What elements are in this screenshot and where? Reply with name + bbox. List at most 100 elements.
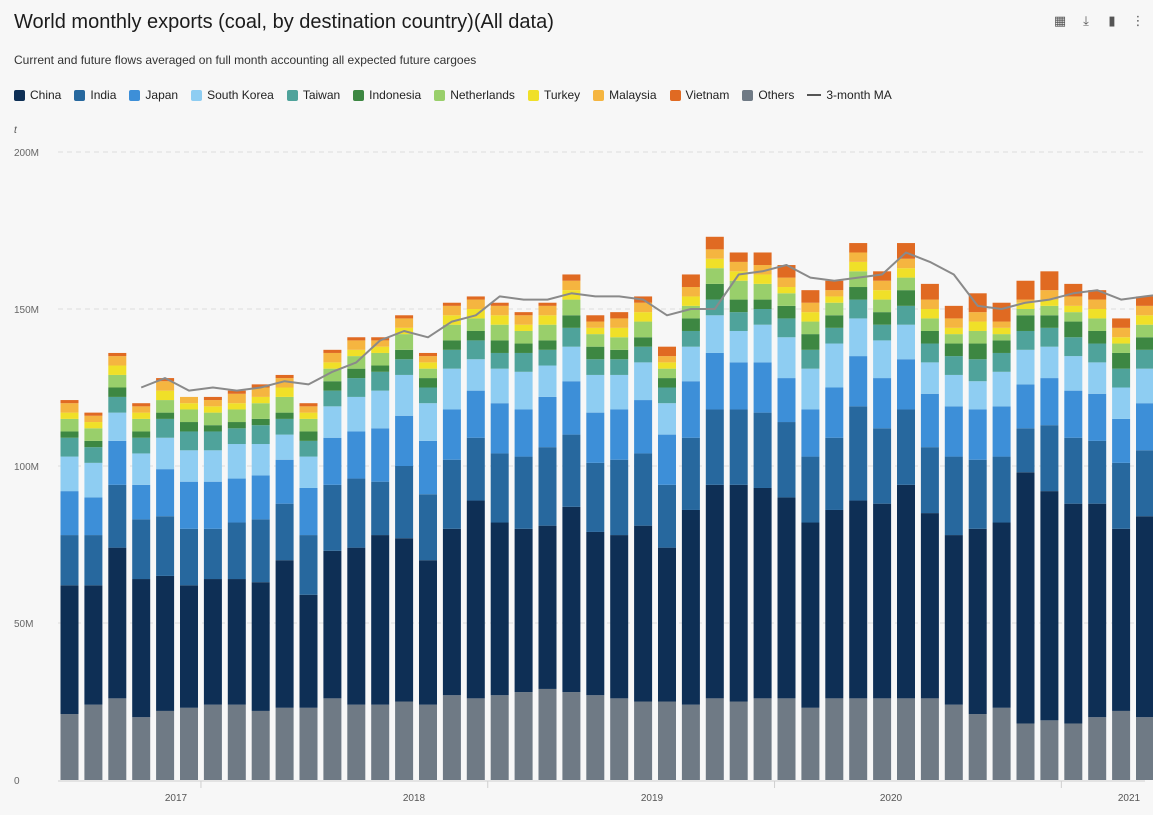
bar-segment-india[interactable] xyxy=(992,456,1011,523)
bar-segment-japan[interactable] xyxy=(849,356,868,407)
bar-segment-turkey[interactable] xyxy=(968,321,987,331)
bar-segment-turkey[interactable] xyxy=(347,349,366,357)
bar-segment-turkey[interactable] xyxy=(299,412,318,419)
bar-month-2019-06[interactable] xyxy=(897,243,915,780)
bar-segment-india[interactable] xyxy=(514,456,533,529)
bar-segment-taiwan[interactable] xyxy=(897,305,915,325)
bar-segment-malaysia[interactable] xyxy=(108,356,127,366)
bar-segment-indonesia[interactable] xyxy=(849,287,868,300)
bar-segment-malaysia[interactable] xyxy=(1112,327,1131,338)
bar-segment-india[interactable] xyxy=(1016,428,1035,473)
bar-segment-vietnam[interactable] xyxy=(992,302,1011,322)
bar-segment-malaysia[interactable] xyxy=(920,299,939,309)
bar-segment-taiwan[interactable] xyxy=(108,396,127,413)
bar-segment-taiwan[interactable] xyxy=(275,418,294,435)
bar-segment-india[interactable] xyxy=(634,453,653,526)
bar-segment-indonesia[interactable] xyxy=(275,412,294,419)
bar-segment-netherlands[interactable] xyxy=(84,428,103,441)
bar-segment-taiwan[interactable] xyxy=(1064,337,1083,357)
bar-segment-south-korea[interactable] xyxy=(395,374,414,416)
bar-segment-turkey[interactable] xyxy=(84,422,103,429)
bar-segment-indonesia[interactable] xyxy=(777,305,796,319)
bar-segment-others[interactable] xyxy=(729,701,748,781)
bar-segment-south-korea[interactable] xyxy=(873,340,892,379)
bar-month-2016-07[interactable] xyxy=(60,400,79,780)
bar-segment-turkey[interactable] xyxy=(419,362,437,369)
bar-segment-indonesia[interactable] xyxy=(705,283,724,300)
bar-segment-turkey[interactable] xyxy=(777,287,796,294)
bar-segment-indonesia[interactable] xyxy=(944,343,963,357)
bar-segment-malaysia[interactable] xyxy=(299,406,318,413)
bar-segment-indonesia[interactable] xyxy=(586,346,605,360)
bar-segment-south-korea[interactable] xyxy=(108,412,127,441)
bar-segment-taiwan[interactable] xyxy=(681,330,700,347)
bar-segment-indonesia[interactable] xyxy=(203,425,222,432)
bar-segment-turkey[interactable] xyxy=(1040,299,1059,306)
bar-month-2017-07[interactable] xyxy=(347,337,366,780)
bar-segment-taiwan[interactable] xyxy=(323,390,342,407)
bar-month-2017-05[interactable] xyxy=(299,403,318,780)
bar-segment-japan[interactable] xyxy=(371,428,390,482)
bar-segment-south-korea[interactable] xyxy=(1088,362,1107,394)
bar-segment-taiwan[interactable] xyxy=(514,352,533,372)
bar-segment-malaysia[interactable] xyxy=(180,396,198,404)
bar-segment-japan[interactable] xyxy=(1064,390,1083,438)
bar-segment-china[interactable] xyxy=(729,484,748,702)
legend-item-taiwan[interactable]: Taiwan xyxy=(286,88,340,102)
bar-segment-vietnam[interactable] xyxy=(275,374,294,379)
bar-segment-south-korea[interactable] xyxy=(466,359,485,391)
bar-segment-turkey[interactable] xyxy=(203,406,222,413)
bar-segment-netherlands[interactable] xyxy=(968,330,987,344)
bar-segment-malaysia[interactable] xyxy=(419,356,437,363)
bar-segment-vietnam[interactable] xyxy=(1016,280,1035,300)
bar-segment-india[interactable] xyxy=(729,409,748,485)
bar-segment-south-korea[interactable] xyxy=(538,365,557,397)
bar-segment-south-korea[interactable] xyxy=(1112,387,1131,419)
bar-segment-japan[interactable] xyxy=(920,393,939,448)
bar-segment-turkey[interactable] xyxy=(442,315,461,325)
bar-segment-china[interactable] xyxy=(227,579,246,705)
bar-segment-south-korea[interactable] xyxy=(323,406,342,438)
bar-month-2019-09[interactable] xyxy=(968,293,987,780)
bar-segment-turkey[interactable] xyxy=(992,327,1011,335)
bar-segment-china[interactable] xyxy=(419,560,437,705)
bar-segment-china[interactable] xyxy=(801,522,820,708)
bar-segment-taiwan[interactable] xyxy=(849,299,868,319)
bar-segment-china[interactable] xyxy=(60,585,79,715)
bar-segment-malaysia[interactable] xyxy=(658,356,676,363)
bar-segment-indonesia[interactable] xyxy=(897,290,915,306)
bar-segment-south-korea[interactable] xyxy=(825,343,844,388)
bar-segment-others[interactable] xyxy=(801,707,820,780)
bar-segment-taiwan[interactable] xyxy=(753,309,772,325)
bar-month-2020-04[interactable] xyxy=(1136,296,1153,780)
bar-month-2017-04[interactable] xyxy=(275,374,294,780)
bar-month-2017-10[interactable] xyxy=(419,352,437,780)
bar-segment-netherlands[interactable] xyxy=(897,277,915,291)
bar-segment-others[interactable] xyxy=(538,688,557,780)
bar-segment-japan[interactable] xyxy=(992,406,1011,457)
bar-segment-taiwan[interactable] xyxy=(1112,368,1131,388)
bar-segment-vietnam[interactable] xyxy=(203,396,222,401)
bar-segment-others[interactable] xyxy=(753,698,772,780)
bar-segment-south-korea[interactable] xyxy=(299,456,318,488)
bar-segment-china[interactable] xyxy=(562,506,581,693)
bar-segment-south-korea[interactable] xyxy=(992,371,1011,407)
bar-segment-vietnam[interactable] xyxy=(920,283,939,300)
bar-segment-south-korea[interactable] xyxy=(897,324,915,360)
bar-segment-netherlands[interactable] xyxy=(1064,312,1083,322)
bar-segment-netherlands[interactable] xyxy=(849,271,868,288)
bar-segment-india[interactable] xyxy=(1136,450,1153,517)
bar-segment-others[interactable] xyxy=(108,698,127,780)
bar-segment-south-korea[interactable] xyxy=(490,368,509,404)
bar-segment-japan[interactable] xyxy=(753,362,772,413)
bar-segment-netherlands[interactable] xyxy=(180,409,198,423)
bar-month-2018-09[interactable] xyxy=(681,274,700,780)
bar-segment-turkey[interactable] xyxy=(634,312,653,322)
bar-segment-taiwan[interactable] xyxy=(442,349,461,369)
bar-month-2017-12[interactable] xyxy=(466,296,485,780)
bar-segment-turkey[interactable] xyxy=(466,309,485,319)
bar-segment-malaysia[interactable] xyxy=(1136,305,1153,316)
bar-segment-netherlands[interactable] xyxy=(323,368,342,382)
bar-segment-japan[interactable] xyxy=(610,409,629,460)
bar-segment-turkey[interactable] xyxy=(1016,302,1035,309)
